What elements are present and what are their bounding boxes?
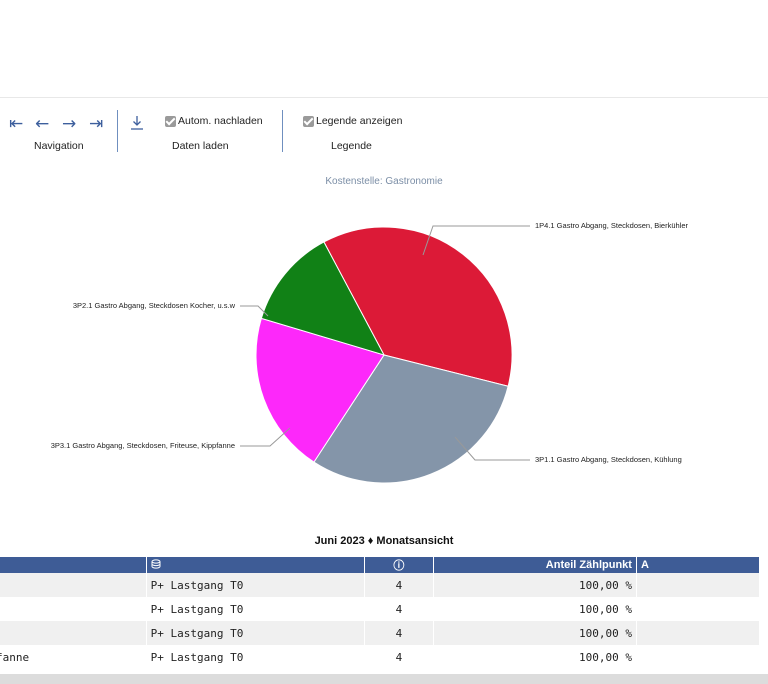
pie-slice[interactable] <box>323 226 513 387</box>
show-legend-label: Legende anzeigen <box>316 115 403 127</box>
pie-chart: 1P4.1 Gastro Abgang, Steckdosen, Bierküh… <box>51 221 689 484</box>
table-cell: 4 <box>364 597 434 621</box>
table-cell: 4 <box>364 621 434 645</box>
leader-line <box>240 305 269 317</box>
checkbox-checked-icon[interactable] <box>165 115 176 127</box>
table-cell: 100,00 % <box>433 597 637 621</box>
auto-reload-checkbox[interactable]: Autom. nachladen <box>165 115 263 127</box>
table-cell: fanne <box>0 645 147 669</box>
table-cell: P+ Lastgang T0 <box>146 573 365 597</box>
previous-icon[interactable]: ← <box>35 114 50 134</box>
legend-label: Legende <box>331 140 372 152</box>
table-cell: P+ Lastgang T0 <box>146 597 365 621</box>
table-cell <box>0 573 147 597</box>
column-header[interactable]: A <box>636 557 761 573</box>
table-cell: P+ Lastgang T0 <box>146 645 365 669</box>
leader-line <box>240 427 291 447</box>
info-icon: ⓘ <box>393 560 405 572</box>
top-divider <box>0 97 768 98</box>
table-cell: 100,00 % <box>433 573 637 597</box>
pie-slice[interactable] <box>260 241 386 356</box>
table-cell <box>636 597 761 621</box>
horizontal-scrollbar[interactable] <box>0 674 768 684</box>
table-cell: 100,00 % <box>433 645 637 669</box>
table-cell <box>636 573 761 597</box>
leader-line <box>454 436 530 461</box>
table-cell: 4 <box>364 573 434 597</box>
data-load-label: Daten laden <box>172 140 229 152</box>
auto-reload-label: Autom. nachladen <box>178 115 263 127</box>
table-cell: 100,00 % <box>433 621 637 645</box>
next-icon[interactable]: → <box>62 114 77 134</box>
pie-slice[interactable] <box>255 317 385 463</box>
table-cell <box>0 597 147 621</box>
column-header[interactable]: Anteil Zählpunkt <box>433 557 637 573</box>
table-header-row: ⓘ Anteil Zählpunkt A <box>0 557 761 573</box>
table-row[interactable]: P+ Lastgang T0 4 100,00 % <box>0 621 761 645</box>
column-header[interactable] <box>0 557 147 573</box>
checkbox-checked-icon[interactable] <box>303 115 314 127</box>
toolbar-separator <box>117 110 118 152</box>
database-icon <box>151 558 161 569</box>
pie-slice-label: 3P3.1 Gastro Abgang, Steckdosen, Friteus… <box>51 441 235 450</box>
pie-slice-label: 3P2.1 Gastro Abgang, Steckdosen Kocher, … <box>73 301 236 310</box>
table-cell: 4 <box>364 645 434 669</box>
table-cell <box>636 645 761 669</box>
pie-slice-label: 3P1.1 Gastro Abgang, Steckdosen, Kühlung <box>535 455 682 464</box>
table-cell <box>636 621 761 645</box>
chart-title: Kostenstelle: Gastronomie <box>325 176 443 187</box>
table-row[interactable]: P+ Lastgang T0 4 100,00 % <box>0 573 761 597</box>
first-page-icon[interactable]: ⇤ <box>9 114 24 134</box>
download-icon[interactable] <box>129 114 145 132</box>
table-cell: P+ Lastgang T0 <box>146 621 365 645</box>
pie-slice[interactable] <box>313 354 509 484</box>
table-row[interactable]: P+ Lastgang T0 4 100,00 % <box>0 597 761 621</box>
navigation-label: Navigation <box>34 140 84 152</box>
period-title: Juni 2023 ♦ Monatsansicht <box>314 535 454 547</box>
column-header[interactable]: ⓘ <box>364 557 434 573</box>
pie-slice-label: 1P4.1 Gastro Abgang, Steckdosen, Bierküh… <box>535 221 689 230</box>
column-header[interactable] <box>146 557 365 573</box>
data-table: ⓘ Anteil Zählpunkt A P+ Lastgang T0 4 10… <box>0 557 761 669</box>
table-cell <box>0 621 147 645</box>
show-legend-checkbox[interactable]: Legende anzeigen <box>303 115 402 127</box>
leader-line <box>422 225 530 256</box>
toolbar-separator <box>282 110 283 152</box>
last-page-icon[interactable]: ⇥ <box>89 114 104 134</box>
table-row[interactable]: fanne P+ Lastgang T0 4 100,00 % <box>0 645 761 669</box>
